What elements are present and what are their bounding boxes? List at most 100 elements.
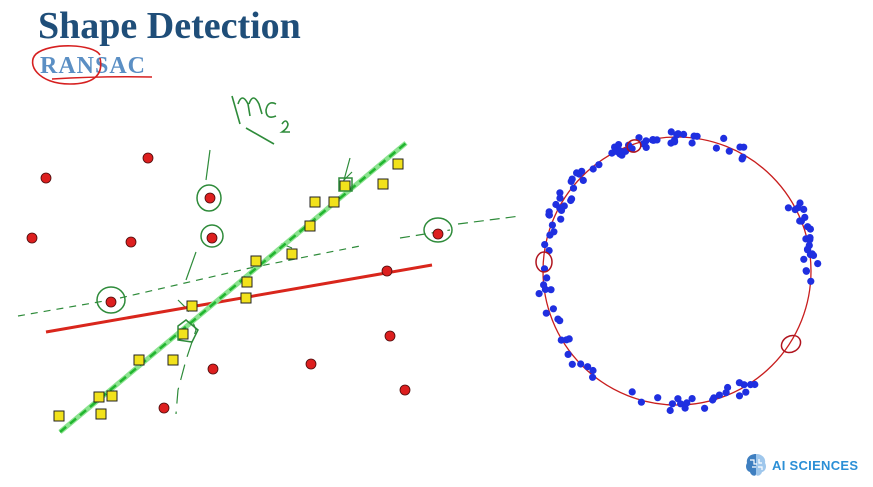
circle-point	[556, 317, 564, 325]
outlier-points	[26, 152, 444, 414]
circle-point	[736, 143, 744, 151]
circle-point	[535, 290, 543, 298]
circle-point	[667, 128, 675, 136]
inlier-square	[309, 196, 321, 208]
circle-point	[784, 204, 793, 212]
circle-point	[565, 335, 573, 343]
outlier-point	[399, 384, 411, 396]
page-title: Shape Detection	[38, 5, 301, 47]
circle-point	[556, 194, 564, 202]
circle-point	[801, 213, 809, 221]
circle-point	[649, 136, 657, 144]
circle-point	[735, 379, 744, 387]
inlier-square	[93, 391, 105, 403]
circle-point	[628, 145, 636, 153]
logo-text: AI SCIENCES	[772, 457, 859, 473]
logo: AI SCIENCES	[744, 452, 858, 478]
circle-point	[564, 350, 572, 358]
outlier-point	[142, 152, 154, 164]
outlier-point	[125, 236, 137, 248]
circle-point	[628, 388, 636, 396]
circle-point	[804, 223, 812, 231]
circle-point	[577, 360, 585, 368]
circle-point	[666, 406, 674, 415]
circle-point	[677, 400, 685, 408]
circle-point	[735, 392, 744, 400]
subtitle-circle-mark	[31, 45, 102, 85]
circle-point	[715, 391, 724, 399]
inlier-square	[167, 354, 179, 366]
inlier-square	[241, 276, 253, 288]
circle-point	[557, 336, 565, 344]
circle-point	[642, 143, 650, 151]
inlier-square	[328, 196, 340, 208]
circle-point	[742, 388, 750, 396]
circle-point	[804, 245, 812, 253]
circle-point	[725, 147, 733, 155]
inlier-square	[133, 354, 145, 366]
outlier-point	[204, 192, 216, 204]
circle-points	[535, 128, 822, 415]
circle-point	[569, 184, 578, 192]
circle-point	[668, 400, 677, 408]
circle-point	[549, 305, 558, 313]
circle-point	[589, 165, 597, 173]
circle-point	[710, 394, 718, 402]
outlier-point	[206, 232, 218, 244]
circle-point	[791, 206, 799, 214]
ransac-line	[59, 142, 407, 433]
selected-point-marks	[96, 177, 453, 343]
circle-point	[567, 196, 575, 205]
inlier-square	[250, 255, 262, 267]
outlier-point	[305, 358, 317, 370]
circle-point	[796, 217, 804, 225]
circle-point	[800, 205, 808, 213]
circle-point	[800, 255, 808, 263]
circle-point	[680, 130, 688, 138]
circle-point	[616, 147, 624, 155]
circle-point	[579, 176, 587, 184]
inlier-square	[186, 300, 198, 312]
outlier-point	[381, 265, 393, 277]
circle-point	[739, 153, 747, 161]
subtitle-underline-mark	[51, 75, 153, 80]
circle-point	[814, 260, 822, 268]
brain-logo-icon	[746, 454, 766, 476]
circle-point	[615, 141, 623, 149]
circle-point	[547, 286, 555, 294]
circle-point	[560, 202, 568, 210]
circle-point	[568, 360, 576, 368]
circle-point	[589, 366, 597, 375]
circle-point	[809, 251, 818, 259]
circle-point	[674, 130, 682, 138]
inlier-square	[392, 158, 404, 170]
circle-point	[654, 394, 662, 402]
circle-point	[552, 200, 560, 209]
inlier-squares	[53, 158, 404, 422]
outlier-point	[40, 172, 52, 184]
circle-point	[540, 281, 548, 289]
inlier-square	[286, 248, 298, 260]
circle-point	[584, 363, 592, 371]
sketch-lines	[17, 149, 521, 415]
circle-point	[567, 177, 575, 185]
circle-point	[720, 134, 728, 142]
circle-point	[690, 132, 698, 140]
circle-point	[806, 234, 814, 242]
circle-point	[542, 309, 550, 317]
circle-point	[683, 399, 691, 407]
circle-point	[540, 265, 549, 273]
page-subtitle: RANSAC	[40, 53, 147, 79]
outlier-point	[432, 228, 444, 240]
circle-point	[557, 215, 565, 223]
inlier-square	[339, 180, 351, 192]
inlier-square	[377, 178, 389, 190]
inlier-square	[53, 410, 65, 422]
circle-point	[595, 161, 603, 169]
circle-sample-marks	[535, 139, 802, 354]
circle-point	[573, 169, 581, 177]
outlier-point	[384, 330, 396, 342]
outlier-point	[158, 402, 170, 414]
circle-point	[807, 277, 815, 285]
